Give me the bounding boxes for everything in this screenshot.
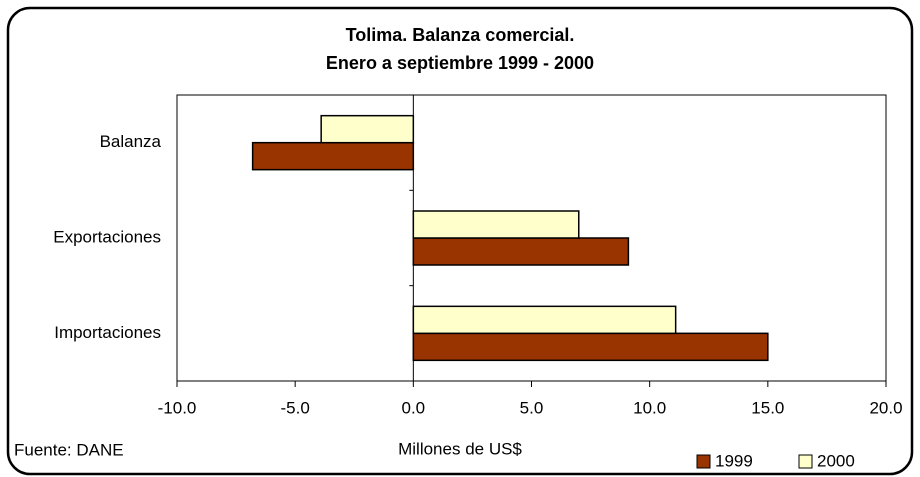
chart-subtitle: Enero a septiembre 1999 - 2000 [326, 53, 594, 73]
x-tick-label: -10.0 [158, 398, 197, 417]
x-tick-label: 5.0 [520, 398, 544, 417]
bar [251, 141, 415, 171]
x-tick-label: 0.0 [402, 398, 426, 417]
legend-label: 2000 [817, 451, 855, 470]
bar [320, 114, 415, 144]
x-tick-label: 20.0 [869, 398, 902, 417]
y-tick-label: Importaciones [54, 323, 161, 342]
bar [412, 210, 580, 239]
bar [412, 237, 630, 266]
source-note: Fuente: DANE [14, 440, 124, 459]
legend-swatch [696, 454, 711, 469]
x-axis-label: Millones de US$ [398, 439, 522, 458]
x-tick-label: 10.0 [633, 398, 666, 417]
x-tick-label: 15.0 [751, 398, 784, 417]
chart-title: Tolima. Balanza comercial. [346, 25, 575, 45]
y-tick-label: Balanza [100, 132, 162, 151]
y-tick-label: Exportaciones [53, 227, 161, 246]
legend-swatch [798, 454, 813, 469]
bar [412, 305, 677, 335]
x-tick-label: -5.0 [281, 398, 310, 417]
bar [412, 332, 769, 362]
legend-label: 1999 [715, 451, 753, 470]
